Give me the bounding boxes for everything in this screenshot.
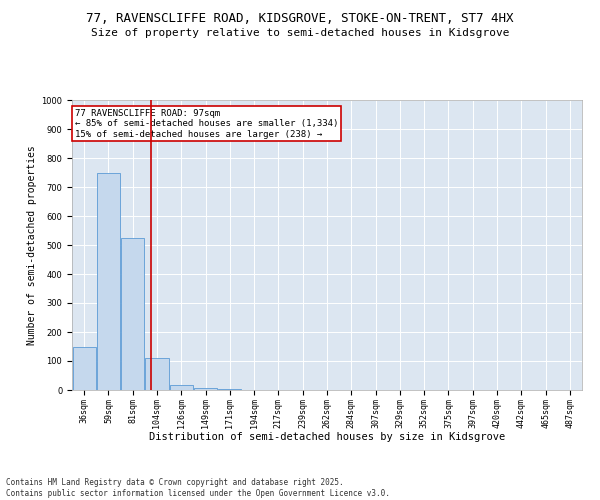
Bar [170, 385, 193, 390]
Bar [194, 388, 217, 390]
Y-axis label: Number of semi-detached properties: Number of semi-detached properties [27, 145, 37, 345]
Bar [121, 238, 144, 390]
Text: 77, RAVENSCLIFFE ROAD, KIDSGROVE, STOKE-ON-TRENT, ST7 4HX: 77, RAVENSCLIFFE ROAD, KIDSGROVE, STOKE-… [86, 12, 514, 26]
Text: 77 RAVENSCLIFFE ROAD: 97sqm
← 85% of semi-detached houses are smaller (1,334)
15: 77 RAVENSCLIFFE ROAD: 97sqm ← 85% of sem… [74, 108, 338, 138]
X-axis label: Distribution of semi-detached houses by size in Kidsgrove: Distribution of semi-detached houses by … [149, 432, 505, 442]
Bar [218, 389, 241, 390]
Bar [73, 346, 95, 390]
Bar [97, 172, 120, 390]
Bar [145, 358, 169, 390]
Text: Size of property relative to semi-detached houses in Kidsgrove: Size of property relative to semi-detach… [91, 28, 509, 38]
Text: Contains HM Land Registry data © Crown copyright and database right 2025.
Contai: Contains HM Land Registry data © Crown c… [6, 478, 390, 498]
